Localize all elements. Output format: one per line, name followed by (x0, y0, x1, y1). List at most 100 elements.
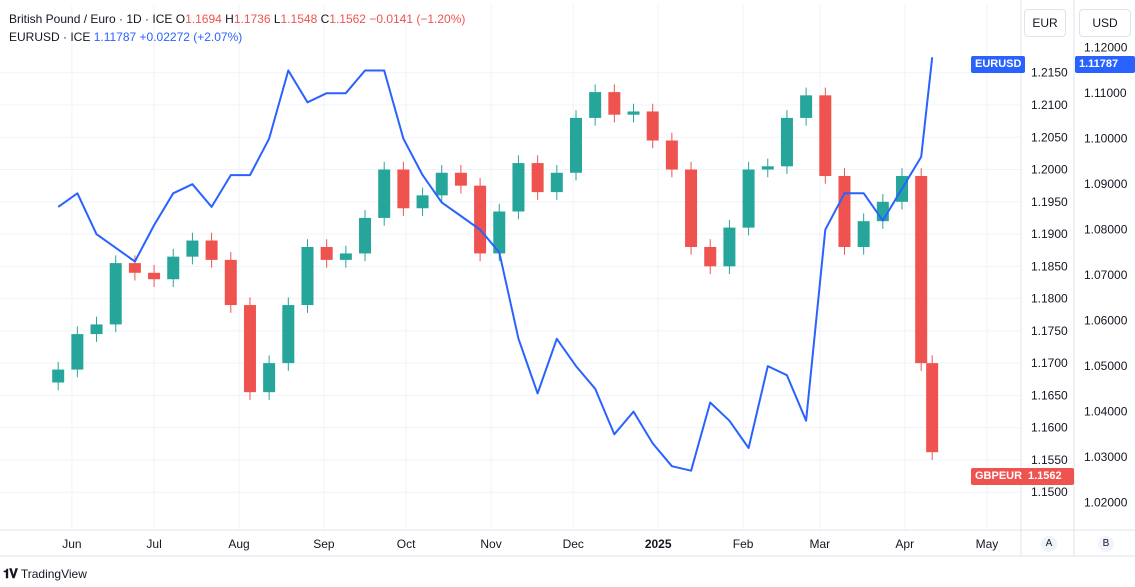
candle-body (378, 169, 391, 218)
usd-scale-button[interactable]: USD (1079, 9, 1131, 37)
right-axis-tick: 1.10000 (1084, 132, 1128, 146)
candle-body (301, 246, 314, 306)
x-axis-tick: Feb (733, 537, 754, 551)
gbpeur-price-badge: 1.1562 (1024, 468, 1074, 485)
open-value: 1.1694 (185, 12, 222, 26)
left-axis-tick: 1.2050 (1031, 130, 1068, 144)
candle-body (52, 369, 65, 383)
candle-body (397, 169, 410, 209)
candle-body (512, 163, 525, 212)
candle-body (128, 263, 141, 273)
compare-legend: EURUSD · ICE 1.11787 +0.02272 (+2.07%) (9, 30, 242, 44)
x-axis-tick: May (976, 537, 999, 551)
candle-body (90, 324, 103, 335)
left-axis-tick: 1.1700 (1031, 356, 1068, 370)
eurusd-price-badge: 1.11787 (1075, 56, 1135, 73)
candle-body (876, 201, 889, 222)
tradingview-logo-icon: 𝟏𝐕 (3, 566, 18, 581)
right-axis-tick: 1.07000 (1084, 268, 1128, 282)
left-axis-tick: 1.1500 (1031, 485, 1068, 499)
gbpeur-name-badge: GBPEUR (971, 468, 1027, 485)
high-label: H (225, 12, 234, 26)
brand-name: TradingView (20, 567, 87, 581)
candle-body (589, 92, 602, 118)
x-axis-tick: Jul (146, 537, 161, 551)
x-axis-tick: Aug (228, 537, 249, 551)
candle-body (148, 272, 161, 280)
candle-body (800, 95, 813, 118)
candle-body (857, 221, 870, 247)
compare-value: 1.11787 (93, 30, 137, 44)
left-axis-tick: 1.1750 (1031, 324, 1068, 338)
candle-body (435, 172, 448, 196)
candle-body (569, 117, 582, 173)
candle-body (416, 195, 429, 209)
compare-change: +0.02272 (+2.07%) (139, 30, 243, 44)
candle-body (454, 172, 467, 186)
candle-body (742, 169, 755, 228)
eur-scale-button[interactable]: EUR (1024, 9, 1066, 37)
candle-body (685, 169, 698, 247)
candle-body (493, 211, 506, 254)
chart-axes: 1.2150 1.2100 1.2050 1.2000 1.1950 1.1900 1.18… (0, 0, 1135, 557)
tradingview-logo[interactable]: 𝟏𝐕 TradingView (3, 566, 87, 582)
left-axis-tick: 1.2150 (1031, 66, 1068, 80)
left-axis-tick: 1.2100 (1031, 98, 1068, 112)
x-axis-tick: Apr (895, 537, 914, 551)
auto-scale-button[interactable]: A (1041, 536, 1057, 552)
candle-body (282, 305, 295, 364)
right-axis-tick: 1.06000 (1084, 314, 1128, 328)
left-axis-tick: 1.1900 (1031, 227, 1068, 241)
candle-body (915, 175, 928, 364)
x-axis-tick: Sep (313, 537, 335, 551)
change-value: −0.0141 (−1.20%) (369, 12, 466, 26)
candle-body (263, 363, 276, 393)
right-axis-tick: 1.08000 (1084, 223, 1128, 237)
candle-body (926, 363, 939, 453)
main-legend: British Pound / Euro · 1D · ICE O1.1694 … (9, 12, 465, 26)
x-axis-tick: Jun (62, 537, 81, 551)
right-axis-tick: 1.05000 (1084, 359, 1128, 373)
left-axis-tick: 1.2000 (1031, 163, 1068, 177)
left-axis-tick: 1.1800 (1031, 292, 1068, 306)
right-axis-tick: 1.04000 (1084, 405, 1128, 419)
compare-title[interactable]: EURUSD · ICE (9, 30, 91, 44)
candle-body (819, 95, 832, 176)
right-axis-tick: 1.03000 (1084, 450, 1128, 464)
low-value: 1.1548 (280, 12, 318, 26)
candle-body (224, 259, 237, 306)
candle-body (665, 140, 678, 170)
x-axis-tick: 2025 (645, 537, 672, 551)
x-axis-tick: Oct (397, 537, 416, 551)
left-axis-tick: 1.1850 (1031, 259, 1068, 273)
candle-body (109, 263, 122, 325)
candle-body (704, 246, 717, 267)
candle-body (761, 166, 774, 170)
left-axis-tick: 1.1650 (1031, 388, 1068, 402)
high-value: 1.1736 (233, 12, 271, 26)
gbpeur-candles (52, 84, 939, 460)
candle-body (205, 240, 218, 260)
candle-body (339, 253, 352, 260)
x-axis-tick: Nov (480, 537, 501, 551)
candle-body (838, 175, 851, 247)
x-axis-tick: Mar (809, 537, 830, 551)
left-axis-tick: 1.1950 (1031, 195, 1068, 209)
candle-body (71, 334, 84, 370)
right-axis-tick: 1.09000 (1084, 177, 1128, 191)
close-value: 1.1562 (329, 12, 366, 26)
candle-body (550, 172, 563, 193)
open-label: O (175, 12, 186, 26)
low-label: L (273, 12, 281, 26)
close-label: C (320, 12, 330, 26)
symbol-title[interactable]: British Pound / Euro · 1D · ICE (9, 12, 173, 26)
candle-body (243, 305, 256, 393)
candle-body (723, 227, 736, 267)
x-axis-tick: Dec (563, 537, 584, 551)
eurusd-name-badge: EURUSD (971, 56, 1026, 73)
candle-body (608, 92, 621, 115)
left-axis-tick: 1.1600 (1031, 421, 1068, 435)
right-axis-tick: 1.12000 (1084, 41, 1128, 55)
b-scale-button[interactable]: B (1098, 536, 1114, 552)
